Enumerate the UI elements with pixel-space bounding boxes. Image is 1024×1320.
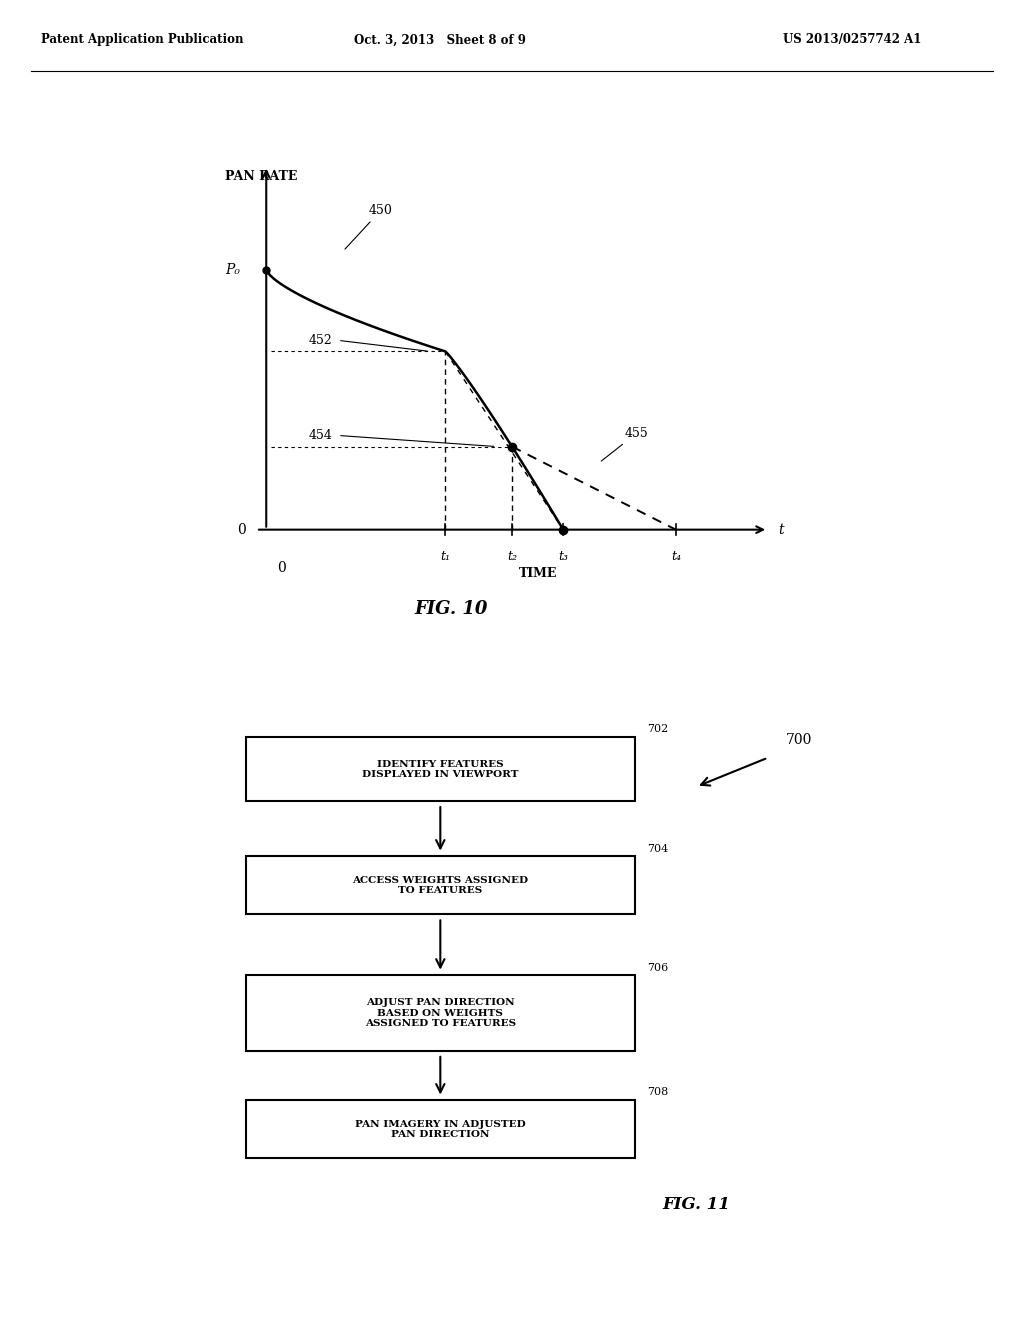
Text: PAN RATE: PAN RATE: [225, 169, 298, 182]
Text: 702: 702: [647, 725, 669, 734]
FancyBboxPatch shape: [246, 738, 635, 801]
Text: FIG. 11: FIG. 11: [663, 1196, 730, 1213]
Text: 0: 0: [278, 561, 286, 576]
Text: t₁: t₁: [440, 550, 451, 564]
Text: 450: 450: [345, 205, 392, 249]
Text: 706: 706: [647, 962, 669, 973]
Text: t₄: t₄: [671, 550, 681, 564]
Text: IDENTIFY FEATURES
DISPLAYED IN VIEWPORT: IDENTIFY FEATURES DISPLAYED IN VIEWPORT: [362, 759, 518, 779]
Text: 0: 0: [237, 523, 246, 537]
Text: 452: 452: [309, 334, 333, 347]
Text: ADJUST PAN DIRECTION
BASED ON WEIGHTS
ASSIGNED TO FEATURES: ADJUST PAN DIRECTION BASED ON WEIGHTS AS…: [365, 998, 516, 1028]
Text: Oct. 3, 2013   Sheet 8 of 9: Oct. 3, 2013 Sheet 8 of 9: [354, 33, 526, 46]
Text: 704: 704: [647, 843, 669, 854]
Text: t₂: t₂: [507, 550, 517, 564]
Text: PAN IMAGERY IN ADJUSTED
PAN DIRECTION: PAN IMAGERY IN ADJUSTED PAN DIRECTION: [355, 1119, 525, 1139]
Text: 700: 700: [785, 733, 812, 747]
Text: FIG. 10: FIG. 10: [415, 599, 488, 618]
Text: US 2013/0257742 A1: US 2013/0257742 A1: [783, 33, 922, 46]
Text: 708: 708: [647, 1088, 669, 1097]
FancyBboxPatch shape: [246, 1101, 635, 1159]
FancyBboxPatch shape: [246, 857, 635, 915]
Text: t₃: t₃: [558, 550, 568, 564]
Text: ACCESS WEIGHTS ASSIGNED
TO FEATURES: ACCESS WEIGHTS ASSIGNED TO FEATURES: [352, 875, 528, 895]
FancyBboxPatch shape: [246, 975, 635, 1051]
Text: P₀: P₀: [225, 263, 241, 277]
Text: 455: 455: [601, 426, 648, 461]
Text: t: t: [778, 523, 783, 537]
Text: Patent Application Publication: Patent Application Publication: [41, 33, 244, 46]
Text: 454: 454: [309, 429, 333, 442]
Text: TIME: TIME: [518, 566, 557, 579]
